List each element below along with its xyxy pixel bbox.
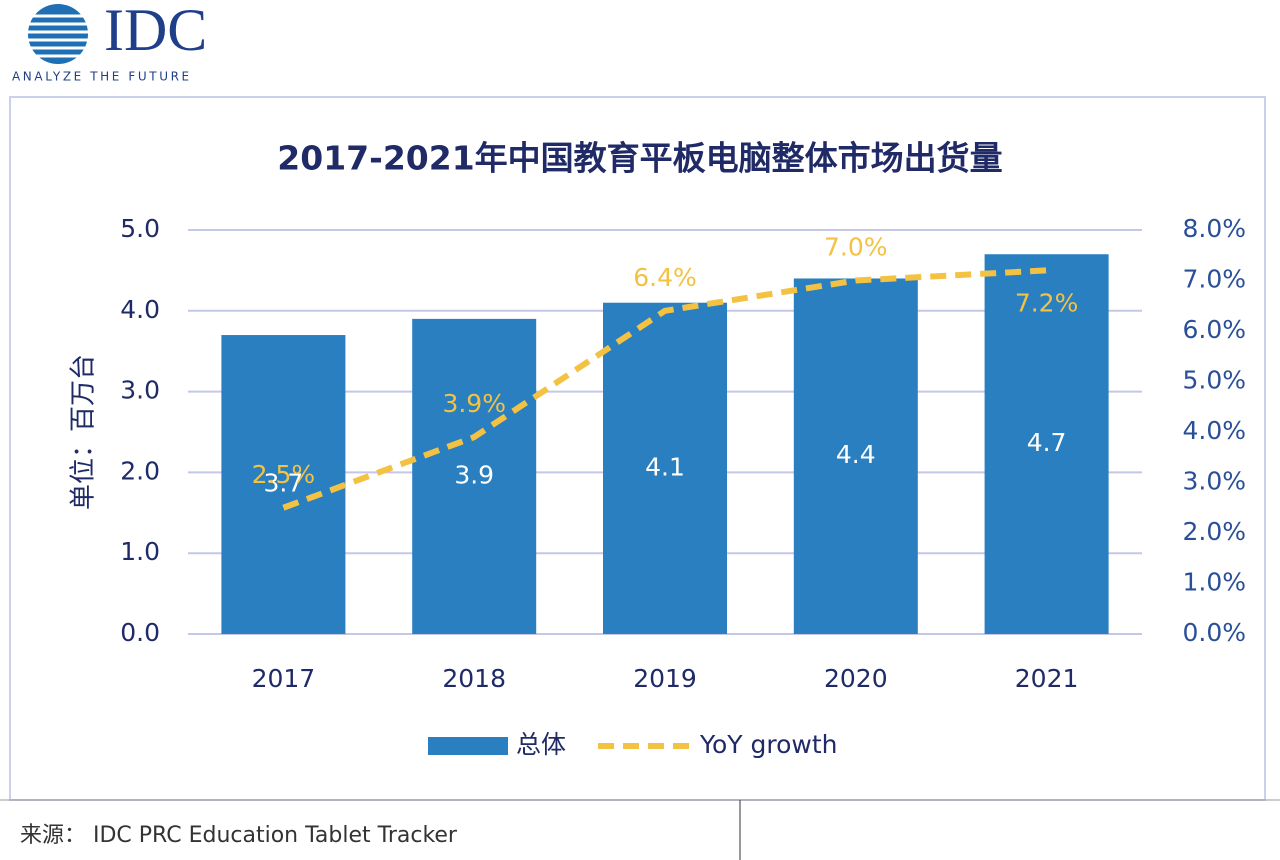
chart-title: 2017-2021年中国教育平板电脑整体市场出货量 [277, 139, 1002, 178]
source: 来源： IDC PRC Education Tablet Tracker [20, 823, 458, 848]
bar [412, 318, 537, 634]
y-tick-label: 0.0 [120, 618, 160, 647]
legend-swatch [428, 737, 508, 755]
y2-tick-label: 2.0% [1182, 517, 1246, 546]
y2-tick-label: 4.0% [1182, 416, 1246, 445]
y-tick-label: 4.0 [120, 295, 160, 324]
line-value-label: 7.0% [824, 233, 888, 262]
legend-label: 总体 [516, 730, 566, 759]
line-value-label: 6.4% [633, 263, 697, 292]
logo-text: IDC [104, 0, 207, 63]
bar [793, 278, 918, 634]
y2-tick-label: 0.0% [1182, 618, 1246, 647]
y2-tick-label: 3.0% [1182, 467, 1246, 496]
y-axis-label: 单位：百万台 [69, 354, 99, 510]
y2-tick-label: 5.0% [1182, 366, 1246, 395]
logo-stripes [26, 14, 92, 58]
x-tick-label: 2021 [1015, 664, 1079, 693]
x-tick-label: 2020 [824, 664, 888, 693]
plot: 0.0 1.0 2.0 3.0 4.0 5.0 0.0% 1.0% 2.0% 3.0% 4.0% 5.… [120, 214, 1246, 759]
x-tick-label: 2017 [252, 664, 316, 693]
y-tick-label: 2.0 [120, 456, 160, 485]
bar-value-label: 3.9 [454, 460, 494, 489]
x-tick-label: 2019 [633, 664, 697, 693]
line-value-label: 7.2% [1015, 288, 1079, 317]
y2-tick-label: 1.0% [1182, 568, 1246, 597]
bar-value-label: 3.7 [264, 469, 304, 498]
bar-value-label: 4.4 [836, 440, 876, 469]
bar [221, 335, 346, 634]
y-tick-label: 1.0 [120, 537, 160, 566]
y2-tick-label: 7.0% [1182, 265, 1246, 294]
line-value-label: 2.5% [252, 460, 316, 489]
line [282, 267, 1047, 511]
legend-label: YoY growth [699, 730, 837, 759]
bar-value-label: 4.1 [645, 452, 685, 481]
line-value-label: 3.9% [442, 389, 506, 418]
logo-tagline: ANALYZE THE FUTURE [12, 70, 192, 84]
logo: IDC ANALYZE THE FUTURE [12, 0, 207, 84]
bar [603, 302, 727, 634]
bar-value-label: 4.7 [1027, 428, 1067, 457]
y2-tick-label: 6.0% [1182, 315, 1246, 344]
y-tick-label: 3.0 [120, 376, 160, 405]
x-tick-label: 2018 [442, 664, 506, 693]
y-tick-label: 5.0 [120, 214, 160, 243]
bar [984, 254, 1109, 635]
y2-tick-label: 8.0% [1182, 214, 1246, 243]
